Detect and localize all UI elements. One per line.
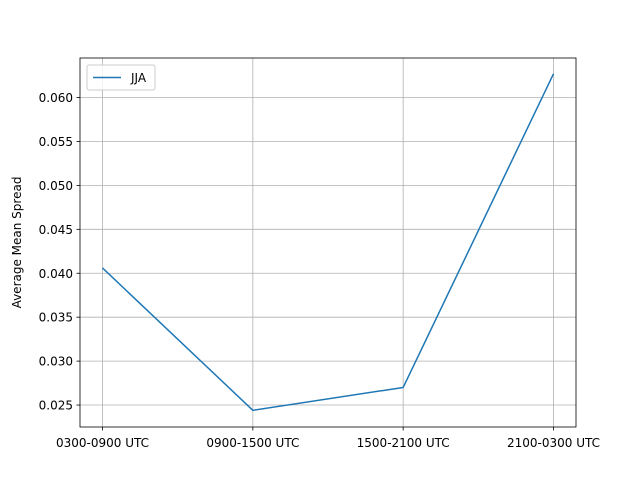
x-tick-label: 0900-1500 UTC	[206, 436, 299, 450]
y-tick-label: 0.045	[39, 223, 73, 237]
y-tick-label: 0.050	[39, 179, 73, 193]
plot-frame	[79, 57, 577, 428]
y-tick-label: 0.060	[39, 91, 73, 105]
y-tick-label: 0.055	[39, 135, 73, 149]
x-tick-label: 0300-0900 UTC	[56, 436, 149, 450]
x-tick-label: 1500-2100 UTC	[357, 436, 450, 450]
axis-ticks: 0300-0900 UTC 0900-1500 UTC 1500-2100 UTC 2…	[39, 91, 600, 450]
series-line-jja	[101, 73, 555, 412]
y-tick-label: 0.040	[39, 267, 73, 281]
legend-label-jja: JJA	[130, 71, 147, 85]
x-tick-label: 2100-0300 UTC	[507, 436, 600, 450]
y-tick-label: 0.035	[39, 311, 73, 325]
y-axis-label: Average Mean Spread	[10, 177, 24, 309]
y-tick-label: 0.030	[39, 355, 73, 369]
grid	[80, 58, 576, 427]
y-tick-label: 0.025	[39, 399, 73, 413]
series-layer	[101, 73, 555, 412]
legend: JJA	[86, 64, 156, 91]
